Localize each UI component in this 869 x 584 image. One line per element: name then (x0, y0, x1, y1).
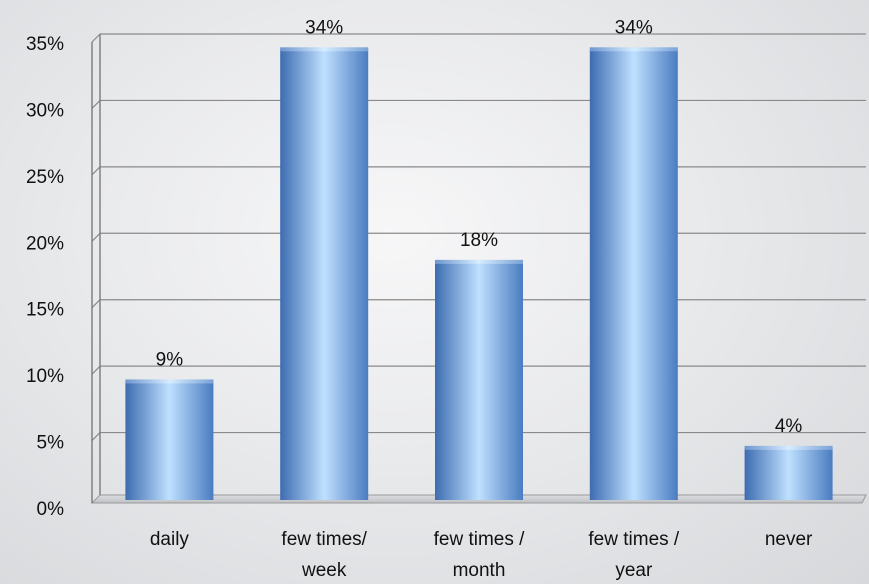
y-tick-label: 5% (37, 433, 65, 454)
gridline-side (91, 100, 101, 109)
x-category-label: daily (150, 529, 190, 550)
bar-top (589, 47, 678, 52)
data-label: 18% (460, 230, 498, 251)
data-label: 34% (615, 17, 653, 38)
bar-body (744, 447, 833, 500)
x-category-label: never (765, 529, 813, 550)
bar-top (280, 47, 369, 52)
y-tick-label: 15% (26, 300, 64, 321)
bar-top (744, 445, 833, 450)
bar-body (125, 381, 214, 500)
y-tick-label: 0% (37, 499, 65, 520)
bar-top (125, 379, 214, 384)
data-label: 9% (156, 349, 184, 370)
gridline-side (91, 299, 101, 309)
bar (435, 259, 523, 500)
bar-top (435, 259, 523, 264)
bar (125, 379, 214, 500)
bar-body (435, 261, 523, 500)
gridline-side (91, 33, 101, 43)
y-tick-label: 20% (26, 233, 64, 254)
x-category-label: month (453, 560, 506, 581)
y-tick-label: 25% (26, 167, 64, 188)
bars (125, 47, 833, 501)
gridline-side (91, 432, 101, 441)
labels: 0% 5% 10% 15% 20% 25% 30% 35% 9% daily 34% few time… (26, 17, 813, 581)
gridline-side (91, 166, 101, 176)
x-category-label: few times / (588, 529, 680, 550)
gridline-side (91, 232, 101, 242)
bar-body (280, 49, 369, 501)
bar (744, 445, 833, 500)
bar (589, 47, 678, 501)
y-tick-label: 35% (26, 34, 64, 55)
data-label: 34% (305, 17, 343, 38)
x-category-label: few times / (434, 529, 526, 550)
data-label: 4% (775, 416, 803, 437)
gridline-side (91, 365, 101, 375)
x-category-label: year (615, 560, 653, 581)
bar-body (589, 49, 678, 501)
bar (280, 47, 369, 501)
y-tick-label: 30% (26, 100, 64, 121)
x-category-label: few times/ (281, 529, 367, 550)
y-tick-label: 10% (26, 366, 64, 387)
x-category-label: week (301, 560, 347, 581)
